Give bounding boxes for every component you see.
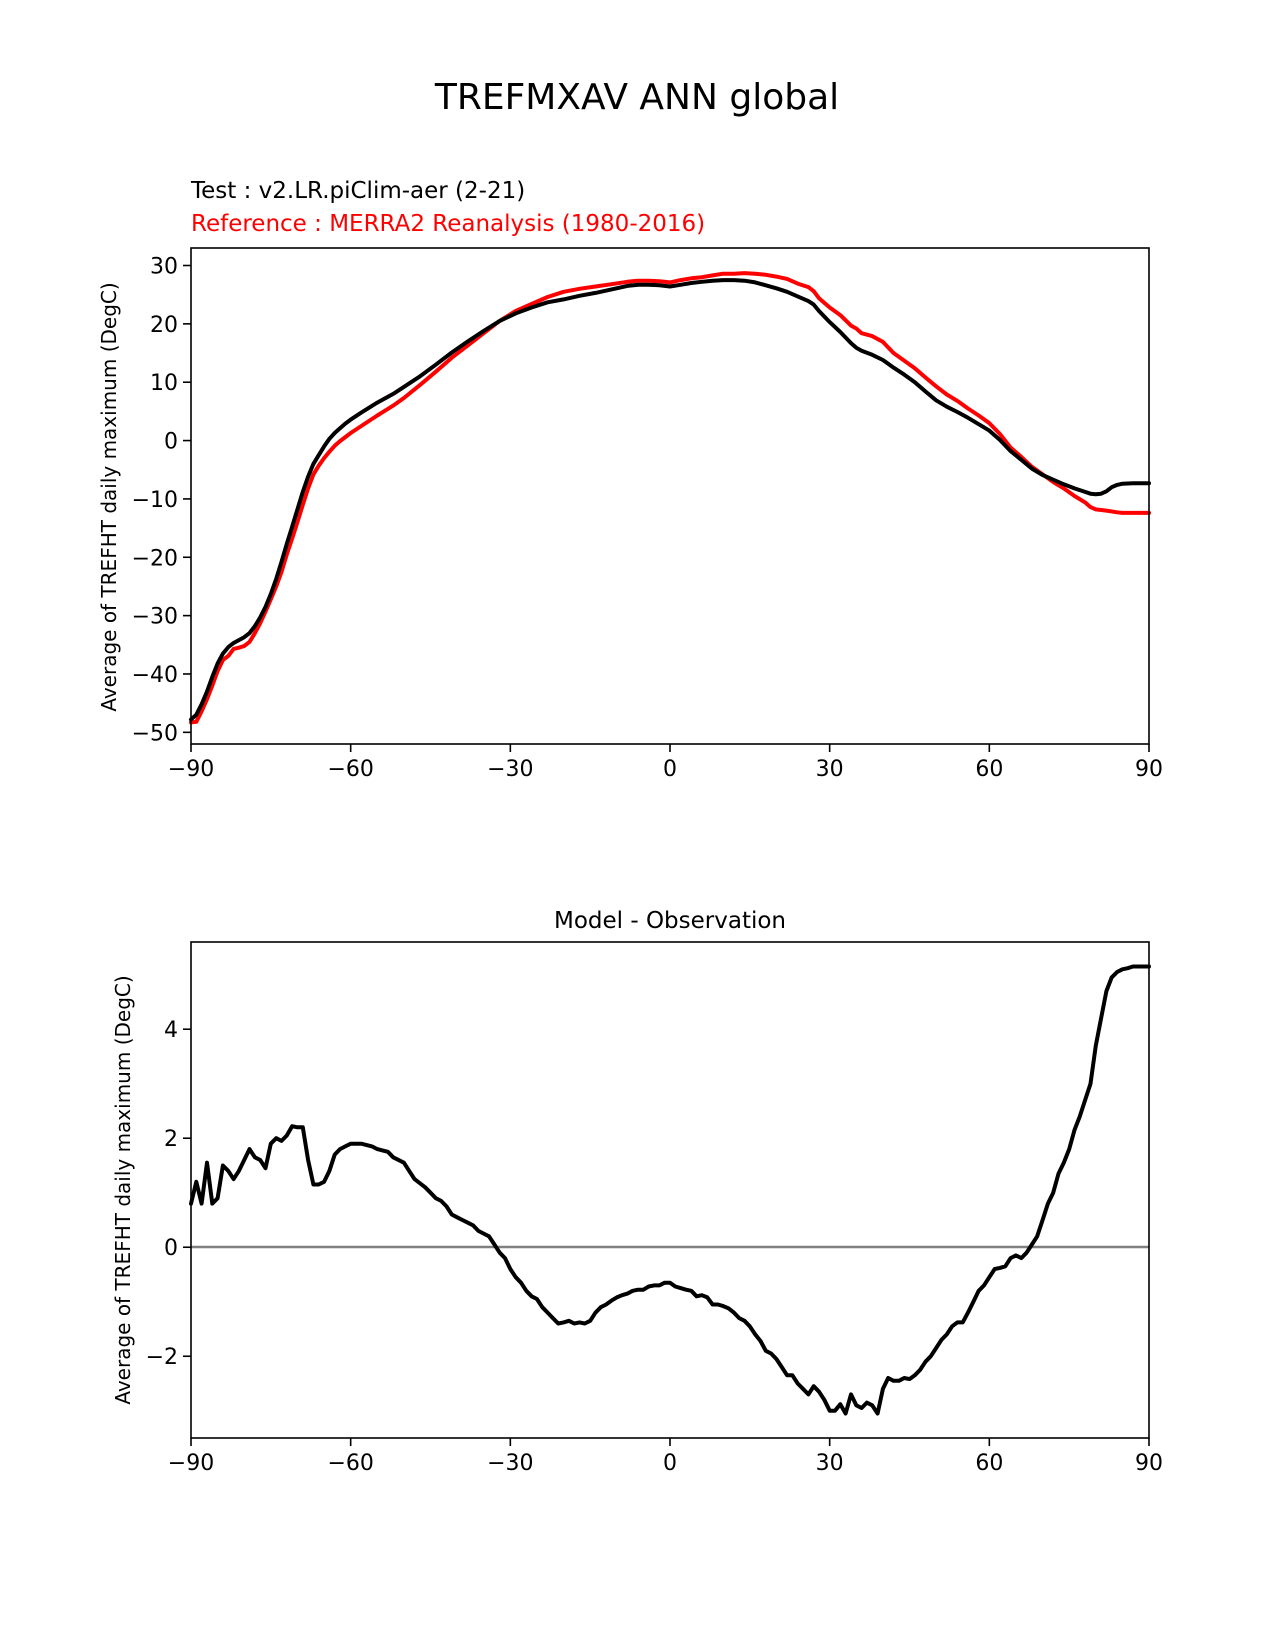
top-reference-line	[189, 271, 1151, 725]
top-y-tick-label: −20	[132, 546, 178, 571]
top-y-tick-label: −30	[132, 605, 178, 630]
top-axis-ticks: −90 −60 −30 0 30 60 90 −50 −40 −30 −20 −10 0 10 20 30	[132, 255, 1163, 782]
top-x-tick-label: −90	[168, 757, 214, 782]
top-y-tick-label: −10	[132, 488, 178, 513]
top-y-tick-label: −50	[132, 721, 178, 746]
bottom-x-tick-label: −90	[168, 1451, 214, 1476]
top-x-tick-label: 60	[975, 757, 1003, 782]
bottom-difference-line	[189, 964, 1151, 1416]
top-panel: Test : v2.LR.piClim-aer (2-21) Reference…	[97, 178, 1163, 782]
bottom-x-tick-label: −30	[487, 1451, 533, 1476]
bottom-x-tick-label: 90	[1135, 1451, 1163, 1476]
bottom-y-axis-label: Average of TREFHT daily maximum (DegC)	[111, 975, 135, 1404]
bottom-x-tick-label: 0	[663, 1451, 677, 1476]
top-x-tick-label: −30	[487, 757, 533, 782]
figure-title: TREFMXAV ANN global	[434, 77, 839, 118]
top-plot-frame	[190, 247, 1150, 745]
test-label: Test : v2.LR.piClim-aer (2-21)	[190, 178, 525, 204]
top-test-line	[189, 278, 1151, 722]
reference-label: Reference : MERRA2 Reanalysis (1980-2016…	[191, 211, 705, 237]
bottom-y-tick-label: −2	[146, 1345, 178, 1370]
top-y-tick-label: 0	[164, 430, 178, 455]
top-y-tick-label: 10	[150, 371, 178, 396]
bottom-x-tick-label: 30	[816, 1451, 844, 1476]
bottom-x-tick-label: 60	[975, 1451, 1003, 1476]
top-plot-lines	[189, 271, 1151, 725]
bottom-panel: Model - Observation Average of TREFHT da…	[111, 908, 1163, 1476]
top-y-tick-label: 30	[150, 255, 178, 280]
top-x-tick-label: 90	[1135, 757, 1163, 782]
top-x-tick-label: −60	[327, 757, 373, 782]
top-y-tick-label: 20	[150, 313, 178, 338]
top-y-axis-label: Average of TREFHT daily maximum (DegC)	[97, 282, 121, 711]
top-x-tick-label: 0	[663, 757, 677, 782]
bottom-axis-ticks: −90 −60 −30 0 30 60 90 −2 0 2 4	[146, 1018, 1163, 1476]
bottom-plot-frame	[190, 941, 1150, 1439]
bottom-plot-lines	[189, 964, 1151, 1416]
bottom-y-tick-label: 0	[164, 1236, 178, 1261]
top-y-tick-label: −40	[132, 663, 178, 688]
bottom-y-tick-label: 2	[164, 1127, 178, 1152]
bottom-panel-title: Model - Observation	[554, 908, 786, 934]
top-x-tick-label: 30	[816, 757, 844, 782]
bottom-y-tick-label: 4	[164, 1018, 178, 1043]
bottom-x-tick-label: −60	[327, 1451, 373, 1476]
